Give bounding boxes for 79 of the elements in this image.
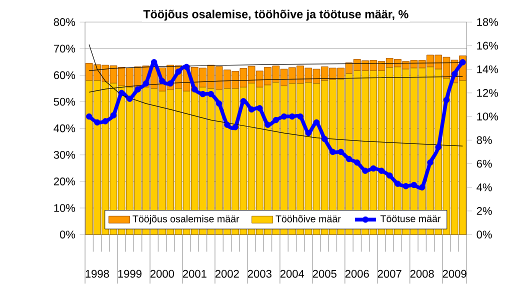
y2-tick-label: 12% bbox=[477, 89, 498, 97]
y2-tick-label: 2% bbox=[476, 207, 492, 215]
point bbox=[224, 122, 230, 128]
point bbox=[313, 119, 320, 126]
x-tick-label: 2007 bbox=[378, 270, 402, 278]
y-tick-label: 20% bbox=[54, 178, 76, 186]
point bbox=[142, 80, 150, 87]
point bbox=[272, 116, 280, 124]
point bbox=[167, 80, 174, 87]
y-tick-label: 0% bbox=[60, 230, 76, 238]
x-tick-label: 1998 bbox=[86, 270, 110, 278]
y-tick-label: 50% bbox=[54, 98, 76, 106]
point bbox=[216, 100, 222, 107]
x-tick-label: 2000 bbox=[150, 270, 174, 278]
point bbox=[443, 96, 450, 104]
y2-tick-label: 18% bbox=[477, 18, 498, 26]
point bbox=[362, 168, 368, 174]
y2-tick-label: 16% bbox=[477, 42, 498, 50]
legend-label: Töötuse määr bbox=[380, 215, 441, 222]
x-tick-label: 2009 bbox=[442, 270, 466, 278]
y-tick-label: 70% bbox=[54, 44, 76, 53]
x-tick-label: 2001 bbox=[182, 270, 206, 278]
chart-title: Tööjõus osalemise, tööhõive ja töötuse määr, % bbox=[143, 10, 408, 21]
y2-tick-label: 14% bbox=[477, 65, 498, 74]
point bbox=[118, 90, 125, 96]
point bbox=[200, 90, 206, 98]
legend-label: Tööjõus osalemise määr bbox=[132, 215, 240, 224]
point bbox=[240, 98, 247, 104]
y-tick-label: 30% bbox=[54, 150, 76, 159]
x-tick-label: 2005 bbox=[312, 270, 336, 278]
x-tick-label: 2008 bbox=[410, 270, 434, 278]
point bbox=[102, 118, 108, 124]
point bbox=[280, 113, 288, 120]
point bbox=[346, 156, 352, 162]
point bbox=[460, 59, 466, 66]
x-tick-label: 2002 bbox=[215, 270, 239, 278]
point bbox=[338, 148, 344, 156]
point bbox=[183, 64, 190, 70]
point bbox=[175, 68, 182, 75]
point bbox=[126, 96, 133, 102]
point bbox=[86, 113, 92, 120]
y2-tick-label: 4% bbox=[476, 183, 492, 192]
point bbox=[289, 113, 296, 120]
point bbox=[297, 113, 304, 120]
point bbox=[134, 86, 141, 92]
x-tick-label: 2003 bbox=[248, 270, 272, 278]
point bbox=[378, 168, 385, 174]
x-tick-label: 1999 bbox=[118, 270, 142, 278]
point bbox=[402, 183, 409, 190]
point bbox=[248, 106, 255, 113]
point bbox=[410, 182, 418, 188]
y-tick-label: 10% bbox=[54, 204, 76, 212]
y-tick-label: 40% bbox=[54, 124, 76, 132]
y-tick-label: 80% bbox=[54, 18, 76, 26]
point bbox=[256, 105, 263, 112]
point bbox=[354, 159, 360, 166]
point bbox=[208, 90, 214, 98]
y2-tick-label: 6% bbox=[476, 160, 492, 168]
legend-label: Tööhõive määr bbox=[276, 215, 341, 222]
point bbox=[435, 144, 442, 150]
y-tick-label: 60% bbox=[54, 71, 76, 80]
y2-tick-label: 10% bbox=[477, 112, 498, 120]
point bbox=[94, 119, 100, 126]
point bbox=[394, 180, 401, 187]
point bbox=[232, 124, 238, 130]
point bbox=[192, 86, 198, 92]
point bbox=[305, 130, 312, 136]
y2-tick-label: 8% bbox=[476, 136, 492, 144]
point bbox=[418, 184, 426, 190]
x-tick-label: 2006 bbox=[345, 270, 369, 278]
point bbox=[264, 122, 271, 128]
point bbox=[330, 148, 336, 156]
point bbox=[427, 159, 434, 166]
point bbox=[370, 165, 376, 172]
point bbox=[386, 172, 393, 179]
point bbox=[110, 112, 117, 118]
point bbox=[322, 136, 328, 142]
y2-tick-label: 0% bbox=[476, 230, 492, 238]
x-tick-label: 2004 bbox=[280, 270, 304, 278]
